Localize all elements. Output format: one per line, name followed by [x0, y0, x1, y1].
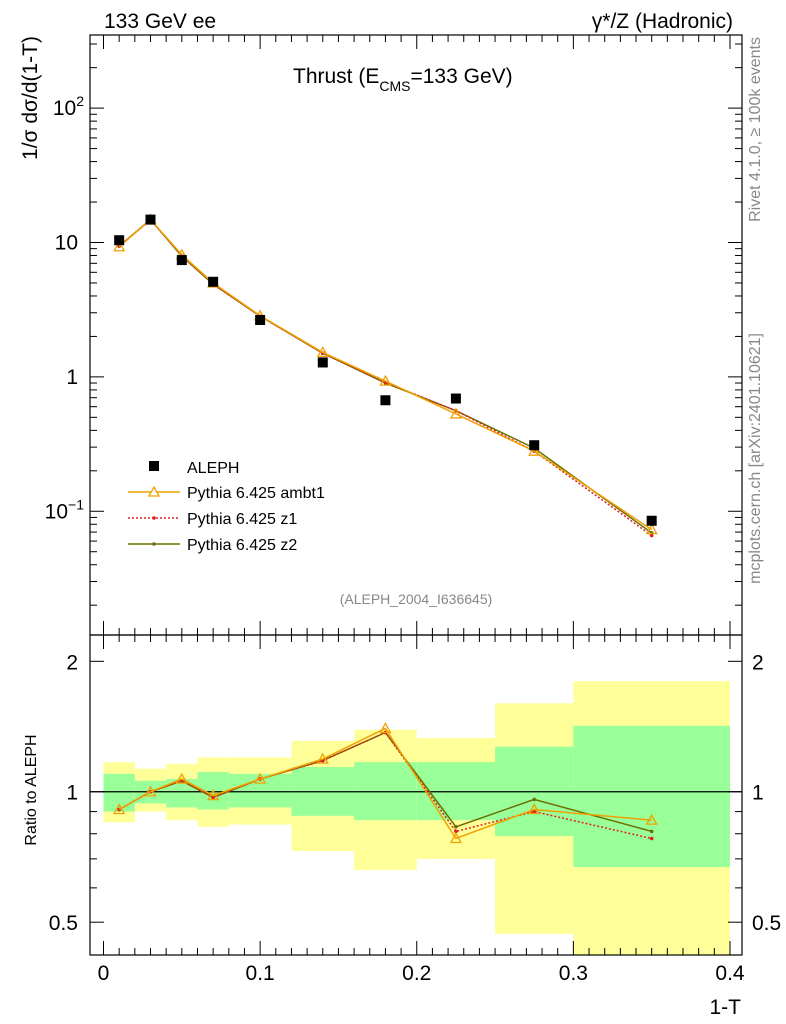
data-point-aleph	[176, 255, 187, 266]
ratio-marker-ambt1	[449, 832, 463, 844]
data-point-aleph	[145, 214, 156, 225]
legend-marker-z1	[152, 516, 156, 520]
header-left: 133 GeV ee	[104, 10, 216, 33]
ratio-marker-ambt1	[645, 813, 658, 825]
ratio-marker-ambt1	[207, 789, 220, 801]
marker-ambt1	[528, 444, 541, 456]
data-point-aleph	[646, 515, 657, 526]
x-tick-label: 0.4	[715, 962, 745, 985]
ratio-marker-z1	[532, 809, 537, 814]
y-tick-label: 10−1	[45, 496, 85, 523]
ratio-y-tick-label-right: 2	[752, 651, 764, 674]
ratio-marker-z1	[211, 795, 215, 800]
x-tick-label: 0.1	[246, 962, 275, 985]
y-tick-label: 1	[66, 366, 78, 389]
ratio-marker-z1	[649, 836, 654, 841]
ratio-marker-ambt1	[316, 752, 329, 764]
ratio-line-ambt1	[118, 727, 652, 840]
y-tick-base: 10	[55, 231, 78, 254]
analysis-id: (ALEPH_2004_I636645)	[340, 591, 493, 607]
ratio-marker-z2	[532, 797, 537, 802]
x-tick-label: 0.3	[559, 962, 588, 985]
marker-ambt1	[379, 374, 392, 386]
y-tick-exponent: 2	[76, 93, 84, 109]
data-point-aleph	[255, 315, 266, 326]
legend-label-ambt1: Pythia 6.425 ambt1	[187, 485, 325, 502]
legend-label-aleph: ALEPH	[187, 460, 239, 477]
ratio-marker-ambt1	[528, 803, 541, 815]
legend: ALEPH Pythia 6.425 ambt1 Pythia 6.425 z1 Py…	[128, 460, 325, 554]
plot-title-subscript: CMS	[379, 78, 410, 94]
x-tick-label: 0	[98, 962, 110, 985]
band-inner	[103, 773, 135, 812]
ratio-marker-ambt1	[254, 772, 267, 784]
band-inner	[573, 725, 730, 868]
main-y-label: 1/σ dσ/d(1-T)	[19, 36, 42, 160]
y-tick-base: 10	[53, 97, 76, 120]
marker-z1	[649, 533, 654, 538]
ratio-plot-series	[113, 722, 658, 844]
ratio-y-tick-label-right: 0.5	[752, 912, 781, 935]
ratio-y-tick-label-left: 2	[66, 651, 78, 674]
ratio-marker-ambt1	[144, 785, 157, 797]
data-point-aleph	[317, 357, 328, 368]
plot-title: Thrust (ECMS=133 GeV)	[293, 65, 513, 94]
y-tick-label: 102	[53, 93, 84, 120]
ratio-marker-z1	[454, 829, 458, 834]
legend-marker-aleph	[149, 461, 159, 471]
data-point-aleph	[114, 235, 125, 246]
y-tick-label: 10	[55, 231, 78, 254]
ratio-y-tick-label-left: 1	[66, 782, 78, 805]
main-plot-series	[113, 213, 658, 538]
x-tick-label: 0.2	[402, 962, 431, 985]
marker-ambt1	[645, 523, 658, 535]
legend-marker-z2	[152, 542, 156, 546]
plot-title-end: =133 GeV)	[410, 65, 512, 88]
data-point-aleph	[380, 395, 391, 406]
x-axis-label: 1-T	[710, 996, 742, 1019]
ratio-marker-ambt1	[379, 722, 392, 734]
marker-ambt1	[316, 346, 329, 358]
ratio-y-label: Ratio to ALEPH	[23, 734, 40, 845]
data-point-aleph	[450, 393, 461, 404]
ratio-marker-z2	[454, 825, 458, 829]
mcplots-label: mcplots.cern.ch [arXiv:2401.10621]	[747, 333, 764, 584]
marker-ambt1	[449, 407, 463, 419]
plot-title-main: Thrust (E	[293, 65, 379, 88]
ratio-y-tick-label-left: 0.5	[49, 912, 78, 935]
legend-label-z1: Pythia 6.425 z1	[187, 511, 297, 528]
legend-label-z2: Pythia 6.425 z2	[187, 537, 297, 554]
ratio-marker-ambt1	[175, 772, 188, 784]
ratio-plot-axes: 0.5 0.5 1 1 2 2 0 0.1 0.2 0.3 0.4	[49, 634, 781, 985]
header-right: γ*/Z (Hadronic)	[592, 10, 733, 33]
y-tick-base: 1	[66, 366, 78, 389]
marker-ambt1	[113, 240, 126, 252]
y-tick-base: 10	[45, 500, 68, 523]
ratio-marker-z2	[649, 829, 654, 834]
data-point-aleph	[208, 276, 219, 287]
ratio-line-z1	[118, 731, 652, 840]
y-tick-exponent: −1	[68, 496, 84, 512]
data-point-aleph	[529, 440, 540, 451]
series-line-ambt1	[118, 218, 653, 531]
ratio-plot-frame	[89, 634, 743, 956]
rivet-label: Rivet 4.1.0, ≥ 100k events	[747, 37, 764, 222]
ratio-marker-ambt1	[113, 803, 126, 815]
ratio-y-tick-label-right: 1	[752, 782, 764, 805]
legend-marker-ambt1	[147, 485, 161, 497]
